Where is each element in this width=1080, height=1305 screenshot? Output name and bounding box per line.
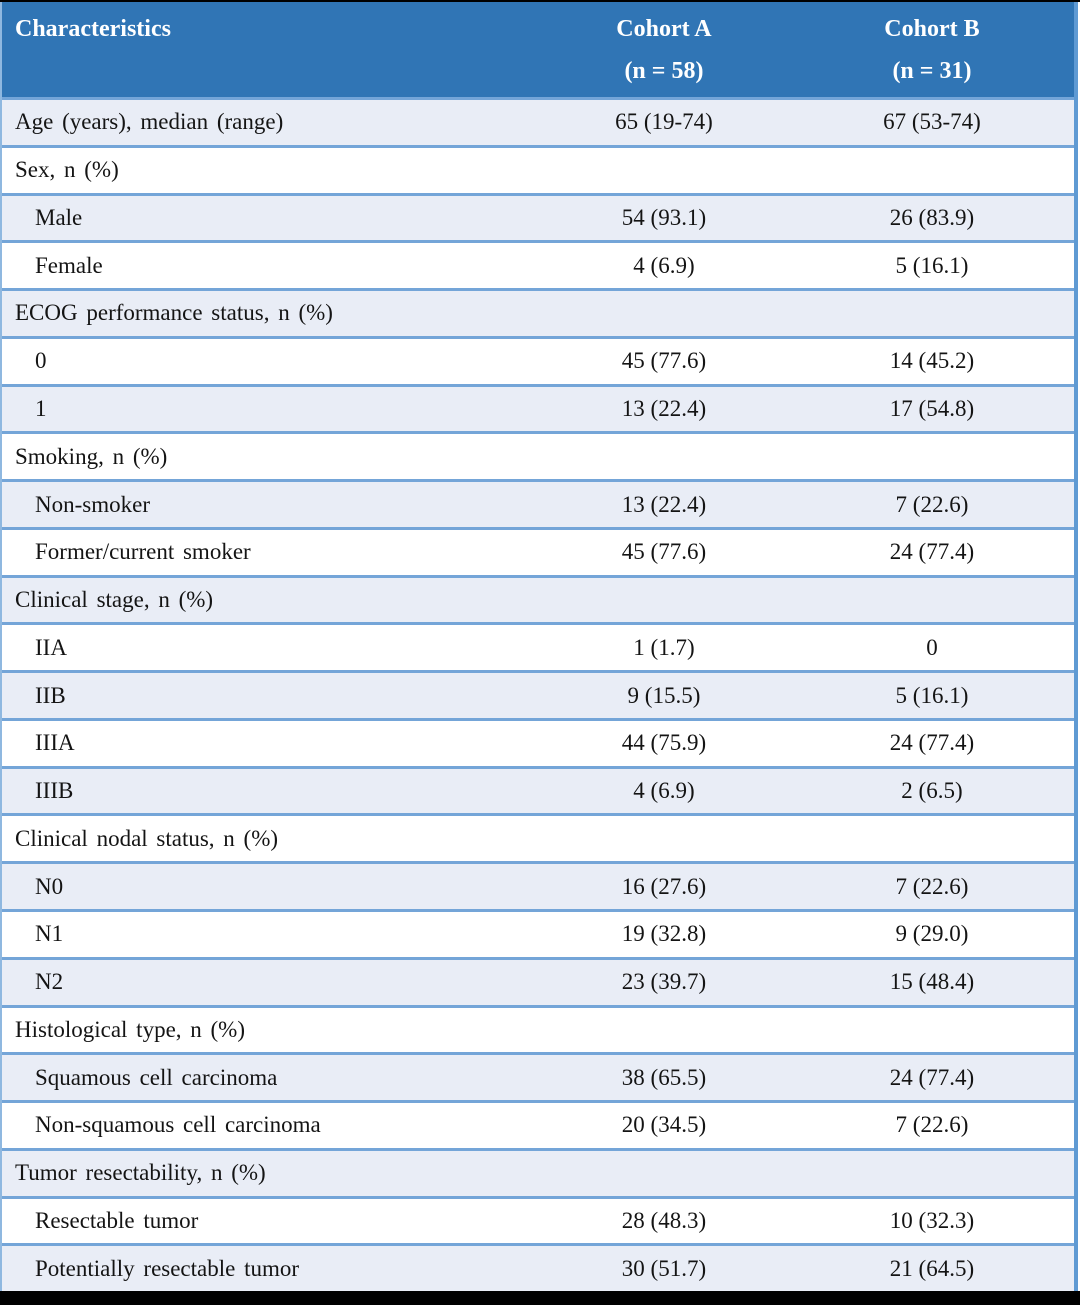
row-label: Male xyxy=(35,204,83,230)
table-row: Histological type, n (%) xyxy=(2,1004,1074,1053)
cohort-a-value: 16 (27.6) xyxy=(621,873,707,899)
row-label: N1 xyxy=(35,921,64,947)
row-label: Sex, n (%) xyxy=(15,157,119,183)
table-row: N1 19 (32.8) 9 (29.0) xyxy=(2,909,1074,957)
row-label: 1 xyxy=(35,395,47,421)
cohort-b-value: 0 xyxy=(926,634,938,660)
table-row: 0 45 (77.6) 14 (45.2) xyxy=(2,335,1074,384)
row-label: N2 xyxy=(35,969,64,995)
table-row: Sex, n (%) xyxy=(2,144,1074,193)
row-label: Squamous cell carcinoma xyxy=(35,1064,278,1090)
bottom-black-border xyxy=(0,1291,1080,1305)
table-row: IIA 1 (1.7) 0 xyxy=(2,622,1074,671)
cohort-b-value: 15 (48.4) xyxy=(889,969,975,995)
table-row: Non-smoker 13 (22.4) 7 (22.6) xyxy=(2,479,1074,527)
row-label: Resectable tumor xyxy=(35,1207,199,1233)
table-row: Age (years), median (range) 65 (19-74) 6… xyxy=(2,97,1074,145)
cohort-a-value: 30 (51.7) xyxy=(621,1255,707,1281)
cohort-b-value: 5 (16.1) xyxy=(895,682,969,708)
cohort-b-value: 17 (54.8) xyxy=(889,395,975,421)
cohort-a-value: 45 (77.6) xyxy=(621,348,707,374)
row-label: Clinical nodal status, n (%) xyxy=(15,825,279,851)
row-label: Age (years), median (range) xyxy=(15,109,284,135)
table-row: IIIB 4 (6.9) 2 (6.5) xyxy=(2,765,1074,814)
cohort-b-value: 2 (6.5) xyxy=(901,778,963,804)
header-characteristics: Characteristics xyxy=(15,16,171,42)
row-label: IIIA xyxy=(35,730,75,756)
header-cohort-a-name: Cohort A xyxy=(616,16,712,42)
top-black-border xyxy=(0,0,1080,2)
cohort-b-value: 26 (83.9) xyxy=(889,204,975,230)
table-row: Non-squamous cell carcinoma 20 (34.5) 7 … xyxy=(2,1100,1074,1148)
header-cohort-a-n: (n = 58) xyxy=(624,58,704,84)
row-label: Smoking, n (%) xyxy=(15,443,168,469)
table-row: Former/current smoker 45 (77.6) 24 (77.4… xyxy=(2,526,1074,575)
table-row: IIIA 44 (75.9) 24 (77.4) xyxy=(2,717,1074,766)
cohort-b-value: 10 (32.3) xyxy=(889,1207,975,1233)
row-label: 0 xyxy=(35,348,47,374)
cohort-a-value: 54 (93.1) xyxy=(621,204,707,230)
cohort-a-value: 4 (6.9) xyxy=(633,252,695,278)
cohort-b-value: 9 (29.0) xyxy=(895,921,969,947)
row-label: IIA xyxy=(35,634,67,660)
cohort-a-value: 28 (48.3) xyxy=(621,1207,707,1233)
row-label: N0 xyxy=(35,873,64,899)
cohort-b-value: 7 (22.6) xyxy=(895,873,969,899)
cohort-a-value: 9 (15.5) xyxy=(627,682,701,708)
table-row: Male 54 (93.1) 26 (83.9) xyxy=(2,192,1074,241)
cohort-a-value: 4 (6.9) xyxy=(633,778,695,804)
row-label: ECOG performance status, n (%) xyxy=(15,300,333,326)
cohort-a-value: 20 (34.5) xyxy=(621,1112,707,1138)
table-row: Squamous cell carcinoma 38 (65.5) 24 (77… xyxy=(2,1052,1074,1101)
cohort-b-value: 7 (22.6) xyxy=(895,491,969,517)
row-label: Non-smoker xyxy=(35,491,150,517)
cohort-b-value: 14 (45.2) xyxy=(889,348,975,374)
table-row: N2 23 (39.7) 15 (48.4) xyxy=(2,956,1074,1005)
cohort-a-value: 13 (22.4) xyxy=(621,395,707,421)
cohort-b-value: 24 (77.4) xyxy=(889,1064,975,1090)
row-label: IIB xyxy=(35,682,66,708)
cohort-a-value: 65 (19-74) xyxy=(615,109,713,135)
row-label: Former/current smoker xyxy=(35,539,251,565)
table-row: Smoking, n (%) xyxy=(2,431,1074,480)
header-cohort-b-name: Cohort B xyxy=(884,16,980,42)
table-row: Resectable tumor 28 (48.3) 10 (32.3) xyxy=(2,1195,1074,1244)
row-label: Clinical stage, n (%) xyxy=(15,587,214,613)
cohort-a-value: 44 (75.9) xyxy=(621,730,707,756)
cohort-a-value: 13 (22.4) xyxy=(621,491,707,517)
cohort-b-value: 67 (53-74) xyxy=(883,109,981,135)
row-label: Histological type, n (%) xyxy=(15,1016,246,1042)
table-header-row: Characteristics Cohort A (n = 58) Cohort… xyxy=(2,2,1074,97)
table-row: Clinical nodal status, n (%) xyxy=(2,813,1074,862)
row-label: Female xyxy=(35,252,103,278)
cohort-b-value: 7 (22.6) xyxy=(895,1112,969,1138)
cohort-a-value: 23 (39.7) xyxy=(621,969,707,995)
table-row: ECOG performance status, n (%) xyxy=(2,288,1074,336)
row-label: Tumor resectability, n (%) xyxy=(15,1160,266,1186)
cohort-b-value: 24 (77.4) xyxy=(889,730,975,756)
cohort-b-value: 5 (16.1) xyxy=(895,252,969,278)
cohort-b-value: 24 (77.4) xyxy=(889,539,975,565)
cohort-a-value: 45 (77.6) xyxy=(621,539,707,565)
header-cohort-b-n: (n = 31) xyxy=(892,58,972,84)
cohort-b-value: 21 (64.5) xyxy=(889,1255,975,1281)
table-row: 1 13 (22.4) 17 (54.8) xyxy=(2,383,1074,432)
cohort-a-value: 19 (32.8) xyxy=(621,921,707,947)
cohort-a-value: 38 (65.5) xyxy=(621,1064,707,1090)
header-cohort-a: Cohort A (n = 58) xyxy=(538,2,790,97)
row-label: Potentially resectable tumor xyxy=(35,1255,300,1281)
table-row: Clinical stage, n (%) xyxy=(2,574,1074,623)
table-body: Age (years), median (range) 65 (19-74) 6… xyxy=(2,97,1074,1292)
header-cohort-b: Cohort B (n = 31) xyxy=(790,2,1074,97)
table-row: Female 4 (6.9) 5 (16.1) xyxy=(2,240,1074,289)
cohort-a-value: 1 (1.7) xyxy=(633,634,695,660)
table-row: Tumor resectability, n (%) xyxy=(2,1147,1074,1196)
row-label: IIIB xyxy=(35,778,74,804)
table-row: IIB 9 (15.5) 5 (16.1) xyxy=(2,670,1074,718)
row-label: Non-squamous cell carcinoma xyxy=(35,1112,321,1138)
table-row: Potentially resectable tumor 30 (51.7) 2… xyxy=(2,1243,1074,1292)
table-row: N0 16 (27.6) 7 (22.6) xyxy=(2,861,1074,910)
